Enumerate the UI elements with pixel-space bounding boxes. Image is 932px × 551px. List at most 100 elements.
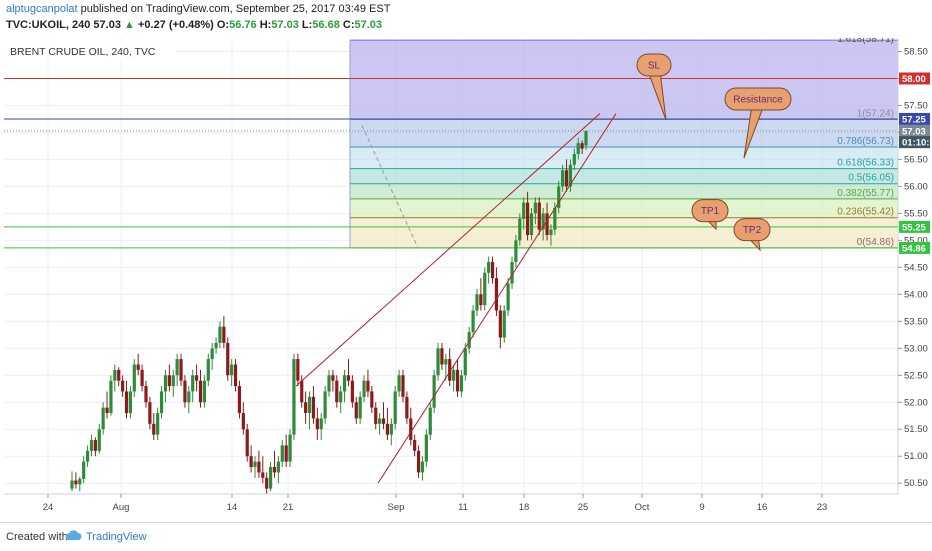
- candle-body: [553, 207, 557, 230]
- callout-label: TP2: [743, 225, 762, 236]
- candle-body: [82, 461, 86, 479]
- price-tag-label: 54.86: [902, 243, 926, 254]
- close-label: C:: [342, 19, 355, 31]
- candle-body: [237, 386, 242, 414]
- candle-body: [296, 359, 300, 381]
- price-tick-label: 54.00: [904, 289, 928, 300]
- candle-body: [241, 413, 245, 430]
- candle-body: [124, 391, 129, 414]
- tradingview-link[interactable]: TradingView: [86, 531, 147, 543]
- candle-body: [541, 213, 545, 230]
- candle-body: [580, 143, 584, 149]
- fib-zone: [350, 147, 898, 169]
- fib-zone: [350, 168, 898, 184]
- publish-text: published on TradingView.com, September …: [77, 3, 391, 15]
- price-chart[interactable]: 1(57.24) 0.786(56.73) 0.618(56.33) 0.5(56.0…: [4, 38, 930, 520]
- author-link[interactable]: alptugcanpolat: [6, 3, 78, 15]
- candle-body: [109, 380, 113, 414]
- publish-info: alptugcanpolat published on TradingView.…: [6, 3, 390, 15]
- candle-body: [514, 240, 518, 262]
- price-tick-label: 55.00: [904, 235, 928, 246]
- wedge-upper-line: [295, 113, 601, 387]
- candle-body: [358, 396, 362, 419]
- candle-body: [479, 294, 483, 306]
- candle-body: [335, 380, 339, 403]
- candle-body: [144, 386, 148, 403]
- candle-body: [210, 348, 214, 360]
- candle-body: [385, 423, 390, 435]
- candle-body: [171, 375, 175, 387]
- symbol-label: TVC:UKOIL, 240: [6, 19, 91, 31]
- candle-body: [74, 480, 78, 485]
- price-tag: [899, 124, 930, 137]
- chart-title: BRENT CRUDE OIL, 240, TVC: [10, 46, 156, 58]
- callout-bubble: [636, 53, 672, 77]
- price-tick-label: 57.50: [904, 100, 928, 111]
- candle-body: [222, 326, 226, 343]
- candle-body: [311, 396, 316, 419]
- candle-body: [498, 310, 502, 338]
- candle-body: [304, 402, 308, 414]
- candle-body: [191, 375, 195, 392]
- chart-title-bg: [6, 42, 176, 58]
- candle-body: [452, 369, 456, 381]
- chart-header: alptugcanpolat published on TradingView.…: [0, 0, 932, 36]
- candle-body: [455, 369, 460, 392]
- candle-body: [136, 364, 140, 370]
- candle-body: [257, 461, 261, 473]
- candle-body: [128, 391, 133, 414]
- price-tick-label: 52.50: [904, 370, 928, 381]
- fib-level-label: 0.5(56.05): [848, 173, 894, 184]
- time-tick-label: 14: [227, 502, 238, 513]
- candle-body: [424, 434, 428, 462]
- candle-body: [537, 202, 541, 230]
- candle-body: [331, 375, 335, 381]
- callout-bubble: [691, 199, 729, 223]
- candle-body: [300, 380, 304, 403]
- candle-body: [327, 375, 331, 392]
- low-label: L:: [301, 19, 313, 31]
- fib-trend-dashed-line: [361, 125, 419, 249]
- time-tick-label: 21: [283, 502, 294, 513]
- candle-body: [529, 213, 534, 235]
- candle-body: [187, 391, 191, 403]
- fib-level-label: 0.618(56.33): [837, 158, 894, 169]
- price-tag-label: 55.25: [902, 222, 926, 233]
- price-tick-label: 53.50: [904, 316, 928, 327]
- candle-body: [179, 359, 183, 381]
- candle-body: [85, 450, 90, 462]
- callout-bubble: [724, 87, 792, 111]
- candle-body: [101, 407, 105, 430]
- candle-body: [93, 440, 97, 451]
- candle-body: [202, 380, 206, 403]
- price-tick-label: 54.50: [904, 262, 928, 273]
- price-tick-label: 53.00: [904, 343, 928, 354]
- candle-body: [557, 186, 561, 208]
- fib-level-label: 1.618(58.71): [837, 38, 894, 45]
- time-tick-label: Aug: [113, 502, 130, 513]
- candle-body: [323, 391, 327, 419]
- candle-body: [549, 229, 553, 235]
- candle-body: [132, 364, 136, 392]
- candle-body: [97, 429, 101, 451]
- tradingview-cloud-icon: [64, 529, 82, 544]
- fib-zone: [350, 119, 898, 148]
- annotation-callout-tp1: TP1: [691, 199, 729, 231]
- candle-body: [448, 359, 452, 381]
- candle-body: [405, 396, 409, 419]
- candle-body: [233, 364, 238, 387]
- candle-body: [140, 369, 144, 387]
- fib-level-label: 0.236(55.42): [837, 207, 894, 218]
- candle-body: [483, 272, 487, 306]
- time-tick-label: Oct: [635, 502, 650, 513]
- candle-body: [413, 440, 417, 451]
- time-tick-label: 18: [519, 502, 530, 513]
- candle-body: [315, 418, 319, 430]
- low-value: 56.68: [312, 19, 340, 31]
- callout-label: SL: [648, 60, 661, 71]
- wedge-lower-line: [377, 113, 617, 484]
- candle-body: [159, 391, 164, 414]
- candle-body: [339, 391, 343, 403]
- candle-body: [78, 478, 82, 485]
- fib-level-label: 0(54.86): [857, 237, 894, 248]
